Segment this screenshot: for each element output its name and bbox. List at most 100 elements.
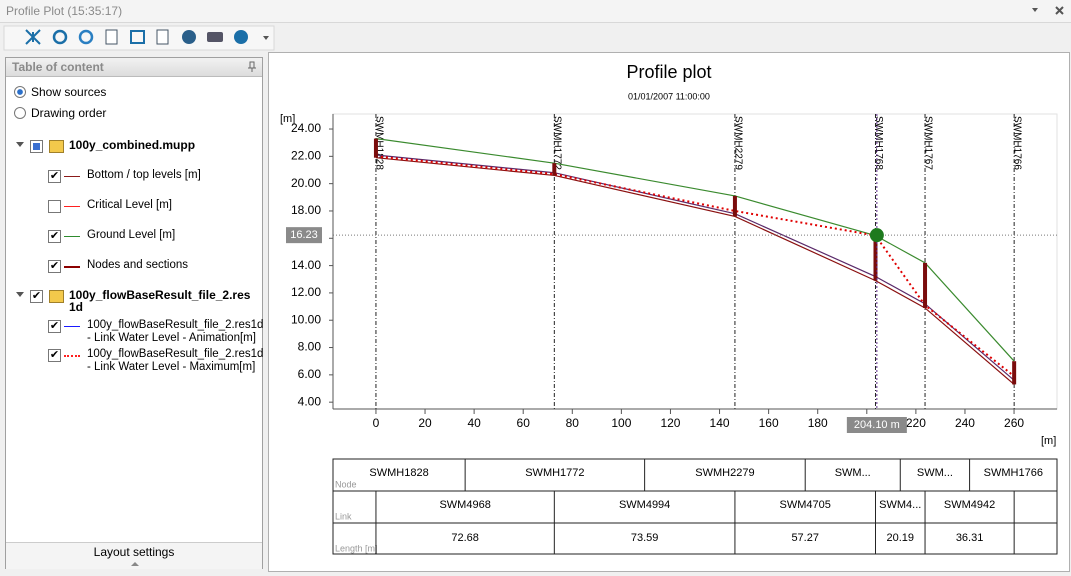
node-cell: SWM... xyxy=(835,467,871,479)
node-label: SWMH1772 xyxy=(552,116,563,170)
y-tick-label: 12.00 xyxy=(291,285,321,299)
length-cell: 57.27 xyxy=(791,532,819,544)
legend-swatch xyxy=(64,236,80,237)
panel-header: Table of content xyxy=(6,58,262,77)
link-cell: SWM4994 xyxy=(619,499,670,511)
y-tick-label: 4.00 xyxy=(298,394,322,408)
pin-icon[interactable] xyxy=(247,61,257,73)
chart-title: Profile plot xyxy=(626,62,711,82)
checkbox[interactable] xyxy=(48,200,61,213)
profile-line xyxy=(375,155,1015,378)
y-tick-label: 20.00 xyxy=(291,176,321,190)
profile-table: Node Link Length [m] SWMH1828 SWMH1772 SWMH22… xyxy=(332,458,1058,555)
length-cell: 36.31 xyxy=(956,532,984,544)
group-icon xyxy=(49,140,64,153)
y-tick-label: 8.00 xyxy=(298,340,322,354)
item-label: Bottom / top levels [m] xyxy=(87,169,201,181)
expand-arrow[interactable] xyxy=(16,292,24,297)
node-label: SWMH1768 xyxy=(873,116,884,170)
legend-swatch xyxy=(64,206,80,207)
x-tick-label: 220 xyxy=(906,416,926,430)
node-section xyxy=(923,262,928,308)
window-title: Profile Plot (15:35:17) xyxy=(6,4,123,18)
legend-swatch xyxy=(64,266,80,268)
x-tick-label: 20 xyxy=(418,416,432,430)
cursor-x-label: 204.10 m xyxy=(854,419,900,431)
y-tick-label: 14.00 xyxy=(291,258,321,272)
cursor-y-label: 16.23 xyxy=(290,229,318,241)
cursor-y-box xyxy=(286,227,322,244)
expand-arrow[interactable] xyxy=(16,142,24,147)
length-cell: 20.19 xyxy=(886,532,914,544)
y-axis-label: [m] xyxy=(280,113,295,125)
length-cell: 73.59 xyxy=(631,532,659,544)
table-frame xyxy=(332,458,1058,555)
checkbox[interactable] xyxy=(30,140,43,153)
node-section xyxy=(732,195,737,217)
layout-settings[interactable]: Layout settings xyxy=(93,545,175,559)
y-tick-label: 10.00 xyxy=(291,312,321,326)
item-label: Ground Level [m] xyxy=(87,229,176,241)
item-label: 100y_flowBaseResult_file_2.res1d - Link … xyxy=(87,319,264,344)
checkbox[interactable]: ✔ xyxy=(48,349,61,362)
node-cell: SWMH2279 xyxy=(695,467,754,479)
y-tick-label: 18.00 xyxy=(291,203,321,217)
node-label: SWMH1828 xyxy=(373,116,384,170)
node-cell: SWMH1828 xyxy=(369,467,428,479)
x-tick-label: 40 xyxy=(467,416,481,430)
x-tick-label: 80 xyxy=(566,416,580,430)
group-label: 100y_combined.mupp xyxy=(69,138,196,152)
group-icon xyxy=(49,290,64,303)
item-label: 100y_flowBaseResult_file_2.res1d - Link … xyxy=(87,348,264,373)
y-tick-label: 24.00 xyxy=(291,121,321,135)
chart-subtitle: 01/01/2007 11:00:00 xyxy=(628,91,710,101)
x-axis-label: [m] xyxy=(1041,435,1056,447)
checkbox[interactable]: ✔ xyxy=(48,230,61,243)
x-tick-label: 120 xyxy=(660,416,680,430)
radio-label[interactable]: Drawing order xyxy=(31,106,107,120)
panel-footer[interactable]: Layout settings xyxy=(6,542,262,569)
link-cell: SWM4942 xyxy=(944,499,995,511)
chart: Profile plot 01/01/2007 11:00:00 [m] [m] 4.0… xyxy=(280,62,1058,555)
checkbox[interactable]: ✔ xyxy=(30,290,43,303)
item-label: Critical Level [m] xyxy=(87,199,172,211)
x-tick-label: 260 xyxy=(1004,416,1024,430)
y-tick-label: 6.00 xyxy=(298,367,322,381)
length-cell: 72.68 xyxy=(451,532,479,544)
node-label: SWMH1767 xyxy=(922,116,933,170)
profile-line xyxy=(375,157,1015,385)
plot-frame xyxy=(332,113,1058,410)
node-section xyxy=(873,235,878,281)
legend-swatch xyxy=(64,326,80,327)
table-of-content: Table of content Layout settings Show so… xyxy=(5,57,263,569)
row-label: Length [m] xyxy=(335,543,378,553)
profile-plot-panel: Profile plot 01/01/2007 11:00:00 [m] [m] 4.0… xyxy=(268,52,1070,572)
legend-swatch xyxy=(64,176,80,177)
toolbar xyxy=(3,25,275,51)
cursor-point xyxy=(869,228,884,243)
x-tick-label: 160 xyxy=(759,416,779,430)
checkbox[interactable]: ✔ xyxy=(48,320,61,333)
radio-label[interactable]: Show sources xyxy=(31,85,107,99)
node-section xyxy=(1012,361,1017,385)
y-tick-label: 22.00 xyxy=(291,149,321,163)
x-tick-label: 140 xyxy=(710,416,730,430)
x-tick-label: 180 xyxy=(808,416,828,430)
profile-line xyxy=(375,137,1015,362)
panel-title: Table of content xyxy=(12,60,104,74)
checkbox[interactable]: ✔ xyxy=(48,170,61,183)
radio-button[interactable] xyxy=(14,86,26,98)
link-cell: SWM4968 xyxy=(439,499,490,511)
checkbox[interactable]: ✔ xyxy=(48,260,61,273)
radio-button[interactable] xyxy=(14,107,26,119)
cursor-x-box xyxy=(846,417,907,433)
link-cell: SWM4... xyxy=(879,499,921,511)
window-buttons[interactable] xyxy=(1025,4,1065,18)
node-label: SWMH1766 xyxy=(1012,116,1023,170)
expand-arrow[interactable] xyxy=(131,561,139,567)
tool-icons[interactable] xyxy=(25,29,269,45)
node-cell: SWMH1772 xyxy=(525,467,584,479)
x-tick-label: 100 xyxy=(611,416,631,430)
group-label: 100y_flowBaseResult_file_2.res1d xyxy=(69,288,251,314)
row-label: Link xyxy=(335,511,352,521)
